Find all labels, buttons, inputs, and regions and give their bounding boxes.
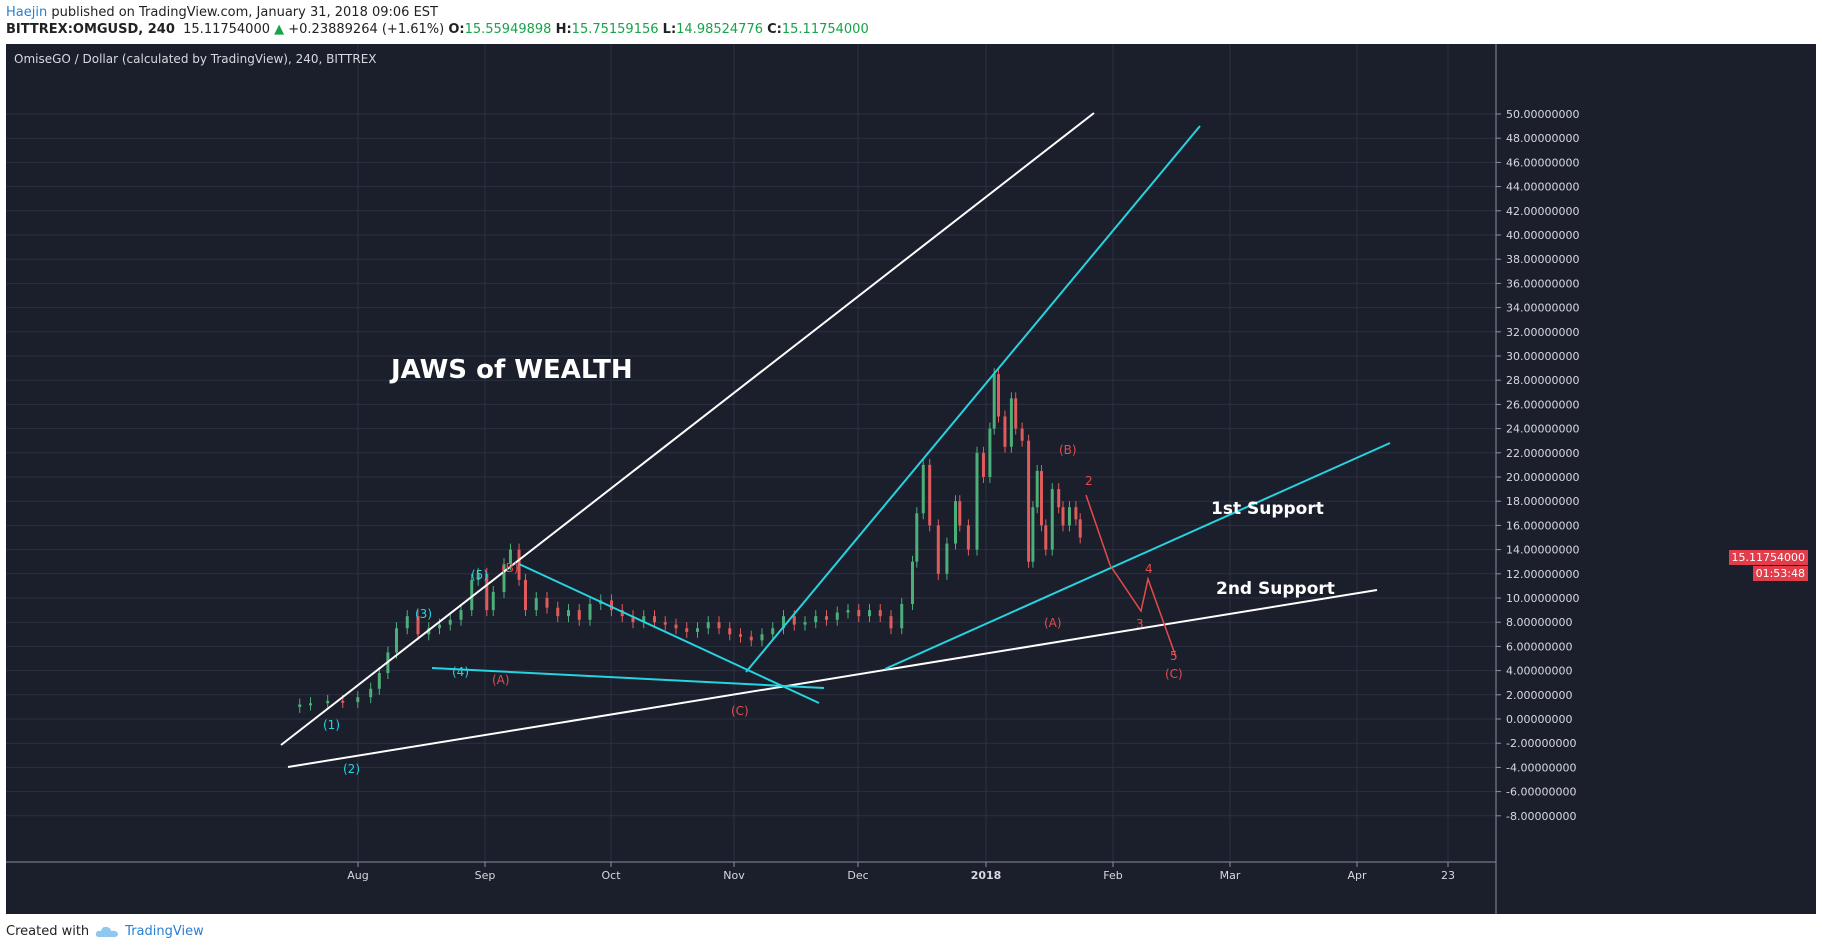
y-tick-label: 46.00000000 — [1506, 156, 1579, 169]
open-label: O: — [448, 22, 465, 37]
y-tick-label: 30.00000000 — [1506, 350, 1579, 363]
wave-label: 2 — [1085, 474, 1093, 488]
tradingview-link[interactable]: TradingView — [125, 924, 204, 939]
published-text: published on TradingView.com, January 31… — [47, 5, 438, 20]
footer: Created with TradingView — [6, 924, 204, 939]
y-tick-label: 18.00000000 — [1506, 495, 1579, 508]
y-tick-label: -6.00000000 — [1506, 786, 1576, 799]
x-tick-label: Feb — [1103, 869, 1122, 882]
y-tick-label: 4.00000000 — [1506, 665, 1572, 678]
x-tick-label: Dec — [847, 869, 868, 882]
cyan-lower-channel — [884, 442, 1391, 670]
bar-countdown: 01:53:48 — [1752, 566, 1808, 581]
y-tick-label: 10.00000000 — [1506, 592, 1579, 605]
x-tick-label: Sep — [475, 869, 496, 882]
y-tick-label: 6.00000000 — [1506, 640, 1572, 653]
wave-label: (1) — [323, 718, 340, 732]
y-tick-label: 44.00000000 — [1506, 181, 1579, 194]
price-series — [298, 368, 1082, 713]
y-tick-label: -8.00000000 — [1506, 810, 1576, 823]
wave-label: 3 — [1136, 617, 1144, 631]
chart-panel[interactable]: 50.00000000 48.00000000 46.00000000 44.0000… — [6, 44, 1816, 914]
last-price-tag: 15.11754000 — [1728, 550, 1808, 565]
y-tick-label: 38.00000000 — [1506, 253, 1579, 266]
x-tick-label: Oct — [601, 869, 621, 882]
trend-lines — [280, 112, 1391, 768]
y-tick-label: 8.00000000 — [1506, 616, 1572, 629]
close-value: 15.11754000 — [781, 22, 869, 37]
ohlc-bar: BITTREX:OMGUSD, 240 15.11754000 ▲ +0.238… — [6, 20, 869, 39]
publish-header: Haejin published on TradingView.com, Jan… — [6, 3, 438, 22]
y-tick-label: 2.00000000 — [1506, 689, 1572, 702]
wave-label: 5 — [1170, 649, 1178, 663]
first-support-label: 1st Support — [1211, 499, 1324, 519]
y-tick-label: 20.00000000 — [1506, 471, 1579, 484]
second-support-label: 2nd Support — [1216, 579, 1335, 599]
author-link[interactable]: Haejin — [6, 5, 48, 20]
tradingview-cloud-icon — [95, 926, 119, 937]
wave-label: (3) — [415, 607, 432, 621]
x-tick-label: Apr — [1347, 869, 1367, 882]
wave-label: 4 — [1145, 562, 1153, 576]
y-tick-label: 24.00000000 — [1506, 423, 1579, 436]
x-tick-label: Nov — [723, 869, 745, 882]
wave-label: (A) — [1044, 616, 1062, 630]
price-chart[interactable]: 50.0000000048.0000000046.0000000044.0000… — [6, 44, 1816, 914]
cyan-wedge-bottom — [431, 667, 825, 689]
cyan-upper-channel — [745, 125, 1201, 673]
chart-grid — [6, 44, 1496, 862]
low-label: L: — [662, 22, 677, 37]
y-tick-label: 48.00000000 — [1506, 132, 1579, 145]
x-tick-label: Aug — [347, 869, 368, 882]
y-tick-label: 26.00000000 — [1506, 398, 1579, 411]
symbol-label: BITTREX:OMGUSD, 240 — [6, 22, 175, 37]
red-projection-path — [1085, 494, 1177, 658]
y-tick-label: 34.00000000 — [1506, 302, 1579, 315]
wave-label: (B) — [1059, 443, 1077, 457]
open-value: 15.55949898 — [464, 22, 552, 37]
change-value: +0.23889264 (+1.61%) — [288, 22, 445, 37]
cyan-wedge-top — [518, 563, 820, 704]
jaws-headline: JAWS of WEALTH — [389, 355, 633, 385]
x-tick-label: 23 — [1441, 869, 1455, 882]
y-tick-label: 28.00000000 — [1506, 374, 1579, 387]
high-label: H: — [555, 22, 572, 37]
y-tick-label: 22.00000000 — [1506, 447, 1579, 460]
y-tick-label: 16.00000000 — [1506, 519, 1579, 532]
upper-white-trendline — [280, 112, 1095, 746]
wave-label: (4) — [452, 665, 469, 679]
close-label: C: — [767, 22, 782, 37]
wave-labels-red: (A) (B) (C) (B) (A) (C) 2 3 4 5 — [492, 443, 1183, 718]
x-tick-label: Mar — [1220, 869, 1241, 882]
y-tick-label: 50.00000000 — [1506, 108, 1579, 121]
chart-title: OmiseGO / Dollar (calculated by TradingV… — [14, 52, 377, 66]
wave-label: (A) — [492, 673, 510, 687]
wave-label: (B) — [501, 561, 519, 575]
y-tick-label: 32.00000000 — [1506, 326, 1579, 339]
low-value: 14.98524776 — [676, 22, 763, 37]
time-axis: Aug Sep Oct Nov Dec 2018 Feb Mar Apr 23 — [6, 861, 1496, 882]
up-triangle-icon: ▲ — [274, 22, 285, 37]
y-tick-label: -4.00000000 — [1506, 761, 1576, 774]
wave-label: (C) — [731, 704, 749, 718]
wave-labels-cyan: (1) (2) (3) (4) (5) — [323, 568, 488, 776]
wave-label: (5) — [471, 568, 488, 582]
y-tick-label: 14.00000000 — [1506, 544, 1579, 557]
y-tick-label: 0.00000000 — [1506, 713, 1572, 726]
wave-label: (2) — [343, 762, 360, 776]
y-tick-label: 12.00000000 — [1506, 568, 1579, 581]
created-with-label: Created with — [6, 924, 90, 939]
last-price: 15.11754000 — [183, 22, 270, 37]
price-axis: 50.00000000 48.00000000 46.00000000 44.0000… — [1495, 44, 1579, 914]
y-tick-label: 40.00000000 — [1506, 229, 1579, 242]
wave-label: (C) — [1165, 667, 1183, 681]
y-tick-label: 36.00000000 — [1506, 277, 1579, 290]
high-value: 15.75159156 — [571, 22, 659, 37]
y-tick-label: 42.00000000 — [1506, 205, 1579, 218]
lower-white-trendline — [287, 589, 1378, 768]
x-tick-label: 2018 — [971, 869, 1002, 882]
y-tick-label: -2.00000000 — [1506, 737, 1576, 750]
